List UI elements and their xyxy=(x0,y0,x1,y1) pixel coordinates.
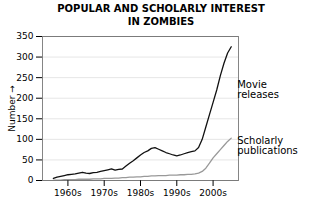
svg-text:2000s: 2000s xyxy=(199,188,227,198)
svg-text:Scholarlypublications: Scholarlypublications xyxy=(237,135,298,156)
html-text:POPULAR AND SCHOLARLY INTEREST: POPULAR AND SCHOLARLY INTEREST IN ZOMBIE… xyxy=(57,3,265,27)
svg-text:350: 350 xyxy=(16,31,33,41)
svg-text:1980s: 1980s xyxy=(127,188,155,198)
svg-text:300: 300 xyxy=(16,52,33,62)
svg-text:Moviereleases: Moviereleases xyxy=(237,79,279,100)
svg-text:1960s: 1960s xyxy=(54,188,82,198)
svg-text:250: 250 xyxy=(16,73,33,83)
svg-text:50: 50 xyxy=(22,155,34,165)
svg-text:1990s: 1990s xyxy=(163,188,191,198)
svg-text:1970s: 1970s xyxy=(90,188,118,198)
svg-text:100: 100 xyxy=(16,134,33,144)
svg-text:0: 0 xyxy=(28,175,34,185)
svg-text:Number →: Number → xyxy=(7,85,17,132)
svg-text:200: 200 xyxy=(16,93,33,103)
svg-text:150: 150 xyxy=(16,114,33,124)
